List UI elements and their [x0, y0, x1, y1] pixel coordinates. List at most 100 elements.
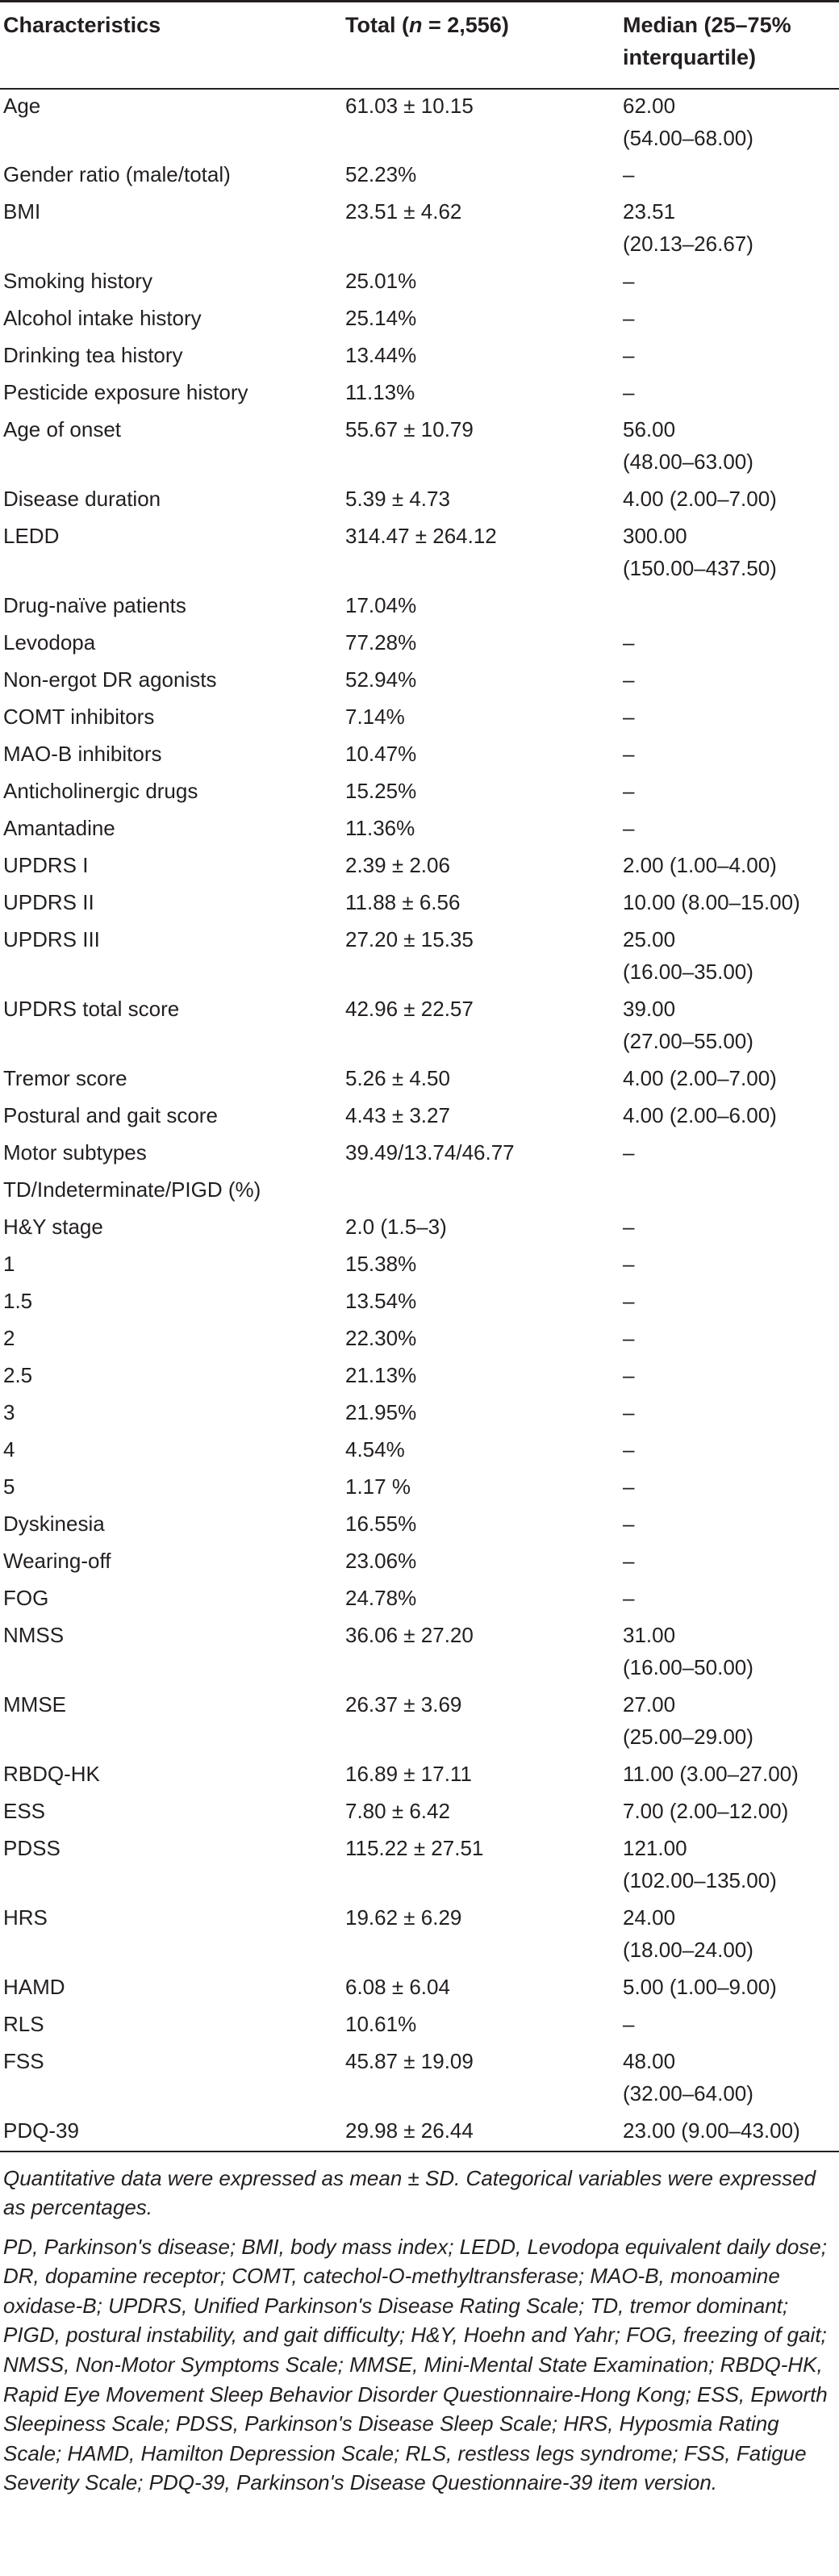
- table-row: ESS 7.80 ± 6.42 7.00 (2.00–12.00): [0, 1795, 839, 1832]
- cell-median: –: [623, 1548, 635, 1573]
- cell-median: –: [623, 1436, 635, 1462]
- cell-total: 314.47 ± 264.12: [345, 523, 497, 548]
- cell-median: 2.00 (1.00–4.00): [623, 852, 777, 877]
- cell-total: 42.96 ± 22.57: [345, 996, 474, 1021]
- cell-characteristic: H&Y stage: [3, 1214, 103, 1239]
- table-row: Tremor score 5.26 ± 4.50 4.00 (2.00–7.00): [0, 1062, 839, 1099]
- footnote-2: PD, Parkinson's disease; BMI, body mass …: [3, 2234, 828, 2495]
- cell-characteristic: Drinking tea history: [3, 342, 183, 367]
- cell-characteristic: 4: [3, 1436, 15, 1462]
- cell-median: –: [623, 1585, 635, 1610]
- cell-characteristic: 5: [3, 1474, 15, 1499]
- cell-median: 10.00 (8.00–15.00): [623, 889, 800, 914]
- cell-median: 27.00 (25.00–29.00): [623, 1692, 753, 1749]
- cell-characteristic: Age of onset: [3, 416, 121, 441]
- cell-total: 115.22 ± 27.51: [345, 1835, 484, 1860]
- cell-median: 56.00 (48.00–63.00): [623, 416, 753, 474]
- table-footnotes: Quantitative data were expressed as mean…: [0, 2152, 836, 2499]
- cell-characteristic: Amantadine: [3, 815, 115, 840]
- cell-median: –: [623, 1362, 635, 1387]
- table-row: UPDRS II 11.88 ± 6.56 10.00 (8.00–15.00): [0, 886, 839, 923]
- cell-median: –: [623, 1399, 635, 1424]
- cell-total: 13.44%: [345, 342, 417, 367]
- cell-median: –: [623, 1474, 635, 1499]
- table-row: RBDQ-HK 16.89 ± 17.11 11.00 (3.00–27.00): [0, 1758, 839, 1795]
- cell-characteristic: Tremor score: [3, 1065, 127, 1090]
- cell-characteristic: Dyskinesia: [3, 1511, 105, 1536]
- table-row: HAMD 6.08 ± 6.04 5.00 (1.00–9.00): [0, 1971, 839, 2008]
- table-row: HRS 19.62 ± 6.29 24.00 (18.00–24.00): [0, 1901, 839, 1971]
- cell-total: 4.43 ± 3.27: [345, 1102, 450, 1127]
- table-row: 2.5 21.13% –: [0, 1359, 839, 1396]
- document: Characteristics Total (n = 2,556) Median…: [0, 1, 839, 2499]
- cell-total: 15.38%: [345, 1251, 417, 1276]
- table-row: Dyskinesia 16.55% –: [0, 1508, 839, 1545]
- cell-median: 4.00 (2.00–6.00): [623, 1102, 777, 1127]
- table-row: 1.5 13.54% –: [0, 1285, 839, 1322]
- table-row: LEDD 314.47 ± 264.12 300.00 (150.00–437.50): [0, 520, 839, 589]
- cell-median: –: [623, 1251, 635, 1276]
- cell-characteristic: UPDRS total score: [3, 996, 180, 1021]
- table-row: 2 22.30% –: [0, 1322, 839, 1359]
- cell-total: 7.80 ± 6.42: [345, 1798, 450, 1823]
- cell-median: 300.00 (150.00–437.50): [623, 523, 777, 580]
- cell-median: 7.00 (2.00–12.00): [623, 1798, 789, 1823]
- table-row: Disease duration 5.39 ± 4.73 4.00 (2.00–7.…: [0, 483, 839, 520]
- cell-characteristic: Anticholinergic drugs: [3, 778, 198, 803]
- header-median: Median (25–75% interquartile): [623, 13, 791, 69]
- cell-total: 24.78%: [345, 1585, 417, 1610]
- cell-median: 121.00 (102.00–135.00): [623, 1835, 777, 1892]
- cell-median: 31.00 (16.00–50.00): [623, 1622, 753, 1679]
- cell-median: –: [623, 741, 635, 766]
- cell-characteristic: ESS: [3, 1798, 46, 1823]
- cell-median: 11.00 (3.00–27.00): [623, 1761, 799, 1786]
- cell-characteristic: Disease duration: [3, 486, 161, 511]
- table-row: Age of onset 55.67 ± 10.79 56.00 (48.00–63.…: [0, 413, 839, 483]
- cell-median: –: [623, 667, 635, 692]
- table-row: Drinking tea history 13.44% –: [0, 339, 839, 376]
- cell-total: 11.88 ± 6.56: [345, 889, 461, 914]
- table-row: UPDRS I 2.39 ± 2.06 2.00 (1.00–4.00): [0, 849, 839, 886]
- cell-median: –: [623, 2011, 635, 2036]
- cell-characteristic: RBDQ-HK: [3, 1761, 100, 1786]
- table-row: Age 61.03 ± 10.15 62.00 (54.00–68.00): [0, 89, 839, 158]
- cell-characteristic: MAO-B inhibitors: [3, 741, 162, 766]
- cell-characteristic: FOG: [3, 1585, 49, 1610]
- cell-total: 11.36%: [345, 815, 415, 840]
- cell-median: 25.00 (16.00–35.00): [623, 926, 753, 984]
- cell-characteristic: HAMD: [3, 1974, 65, 1999]
- cell-median: 4.00 (2.00–7.00): [623, 486, 777, 511]
- cell-median: 62.00 (54.00–68.00): [623, 93, 753, 150]
- cell-total: [342, 1173, 620, 1211]
- table-row: Drug-naïve patients 17.04%: [0, 589, 839, 626]
- cell-total: 29.98 ± 26.44: [345, 2118, 474, 2143]
- cell-total: 25.01%: [345, 268, 417, 293]
- cell-total: 23.06%: [345, 1548, 417, 1573]
- characteristics-table: Characteristics Total (n = 2,556) Median…: [0, 1, 839, 2152]
- cell-characteristic: Pesticide exposure history: [3, 379, 248, 404]
- cell-median: –: [623, 1511, 635, 1536]
- cell-total: 16.89 ± 17.11: [345, 1761, 472, 1786]
- cell-total: 36.06 ± 27.20: [345, 1622, 474, 1647]
- cell-median: –: [623, 1325, 635, 1350]
- cell-characteristic: MMSE: [3, 1692, 66, 1717]
- table-row: Smoking history 25.01% –: [0, 265, 839, 302]
- cell-total: 1.17 %: [345, 1474, 411, 1499]
- cell-total: 52.94%: [345, 667, 417, 692]
- table-row: Non-ergot DR agonists 52.94% –: [0, 663, 839, 700]
- cell-total: 6.08 ± 6.04: [345, 1974, 450, 1999]
- cell-total: 19.62 ± 6.29: [345, 1905, 462, 1930]
- cell-total: 16.55%: [345, 1511, 417, 1536]
- cell-total: 4.54%: [345, 1436, 405, 1462]
- cell-total: 5.39 ± 4.73: [345, 486, 450, 511]
- cell-characteristic: NMSS: [3, 1622, 65, 1647]
- table-row: FOG 24.78% –: [0, 1582, 839, 1619]
- cell-median: –: [623, 342, 635, 367]
- cell-characteristic: COMT inhibitors: [3, 704, 155, 729]
- table-row: Motor subtypes 39.49/13.74/46.77 –: [0, 1136, 839, 1173]
- cell-characteristic: Motor subtypes: [3, 1140, 147, 1165]
- cell-median: –: [623, 704, 635, 729]
- cell-total: 26.37 ± 3.69: [345, 1692, 462, 1717]
- cell-total: 25.14%: [345, 305, 417, 330]
- footnote-1: Quantitative data were expressed as mean…: [3, 2165, 816, 2220]
